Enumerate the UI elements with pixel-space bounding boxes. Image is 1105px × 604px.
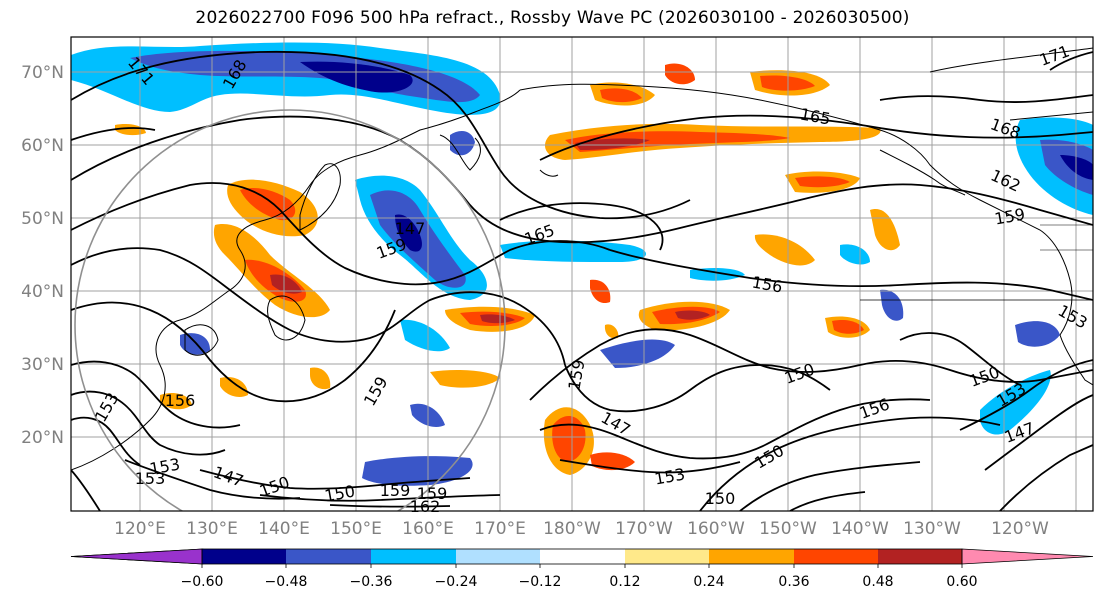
highlight-circle: [74, 109, 506, 511]
shade-neg-sw: [980, 370, 1051, 435]
colorbar-segment: [540, 549, 625, 564]
map-frame: [70, 36, 1094, 512]
shade-pos-small3: [310, 367, 331, 390]
shade-pos-small2: [220, 376, 248, 397]
shade-pos-alaska1-core: [600, 88, 642, 103]
lon-label: 140°E: [258, 519, 310, 539]
colorbar-tick-label: 0.48: [862, 574, 893, 590]
shade-pos-subtrop-core: [552, 415, 586, 462]
colorbar-segment: [456, 549, 540, 564]
map-title: 2026022700 F096 500 hPa refract., Rossby…: [195, 8, 910, 28]
shade-neg-small6: [880, 289, 904, 321]
shade-pos-small7: [604, 324, 619, 339]
shade-pos-small4: [430, 370, 500, 388]
lat-label: 50°N: [21, 209, 64, 229]
lon-label: 130°W: [903, 519, 961, 539]
lon-label: 120°W: [991, 519, 1049, 539]
lon-label: 180°W: [543, 519, 601, 539]
contour-lines: [71, 50, 1093, 511]
shade-neg-south: [362, 456, 473, 486]
colorbar-tick-label: 0.36: [778, 574, 809, 590]
contour-label: 162: [410, 497, 441, 516]
colorbar-segment: [286, 549, 371, 564]
colorbar-tick-label: 0.12: [609, 574, 640, 590]
colorbar-segment: [625, 549, 709, 564]
colorbar-segment: [709, 549, 794, 564]
lon-label: 170°W: [615, 519, 673, 539]
lon-label: 150°E: [330, 519, 382, 539]
lon-label: 150°W: [759, 519, 817, 539]
colorbar-tick-label: −0.60: [181, 574, 224, 590]
colorbar-max-arrow: [961, 548, 1094, 565]
colorbar-tick-label: −0.24: [435, 574, 478, 590]
lon-label: 130°E: [186, 519, 238, 539]
colorbar-tick-label: −0.12: [519, 574, 562, 590]
contour-label: 156: [165, 391, 196, 410]
lon-label: 140°W: [831, 519, 889, 539]
shade-pos-alaska2: [665, 63, 695, 85]
longitude-labels: 120°E 130°E 140°E 150°E 160°E 170°E 180°W 170°W…: [114, 519, 1049, 539]
shade-neg-band2: [600, 339, 675, 368]
colorbar-tick-labels: −0.60 −0.48 −0.36 −0.24 −0.12 0.12 0.24 0.36 0.4…: [181, 574, 978, 590]
shade-neg-small3: [400, 319, 450, 352]
colorbar-segment: [202, 549, 286, 564]
lat-label: 30°N: [21, 355, 64, 375]
shade-pos-pacific2-deep: [675, 310, 710, 320]
contour-label: 147: [395, 219, 426, 238]
shade-pos-ne-pac-core: [832, 320, 864, 334]
coastlines: [71, 47, 1093, 471]
colorbar-tick-label: −0.36: [350, 574, 393, 590]
shade-pos-bering-deep: [575, 138, 650, 150]
shade-pos-small5: [160, 393, 192, 410]
shade-neg-gulf-alaska-core: [1040, 139, 1093, 195]
lat-label: 40°N: [21, 282, 64, 302]
graticule: [71, 37, 1093, 511]
contour-label: 153: [135, 469, 166, 488]
shade-pos-pacific1-deep: [480, 314, 515, 324]
colorbar-tick-label: 0.24: [693, 574, 724, 590]
colorbar-min-arrow-fill: [70, 548, 203, 565]
lon-label: 160°E: [402, 519, 454, 539]
contour-label: 159: [380, 481, 411, 500]
lat-label: 20°N: [21, 428, 64, 448]
colorbar-tick-label: 0.60: [946, 574, 977, 590]
shade-pos-korea-deep: [270, 274, 302, 294]
colorbar-segment: [794, 549, 878, 564]
shade-neg-band1: [500, 240, 647, 262]
lon-label: 160°W: [687, 519, 745, 539]
lon-label: 120°E: [114, 519, 166, 539]
lat-label: 70°N: [21, 63, 64, 83]
lat-label: 60°N: [21, 136, 64, 156]
shade-neg-baja: [1015, 321, 1060, 347]
shade-neg-small5: [840, 244, 870, 265]
lon-label: 170°E: [474, 519, 526, 539]
shade-pos-east: [870, 209, 900, 251]
shade-pos-gulf-core: [795, 176, 850, 188]
shade-pos-small6: [115, 123, 146, 136]
contour-label: 159: [417, 484, 448, 503]
latitude-labels: 70°N 60°N 50°N 40°N 30°N 20°N: [21, 63, 64, 448]
shade-neg-okhotsk-deep: [395, 214, 422, 252]
colorbar-tick-label: −0.48: [265, 574, 308, 590]
colorbar-segment: [878, 549, 962, 564]
contour-label: 150: [705, 489, 736, 508]
colorbar: [70, 548, 1094, 568]
colorbar-segment: [371, 549, 456, 564]
shade-pos-mid: [754, 234, 815, 266]
